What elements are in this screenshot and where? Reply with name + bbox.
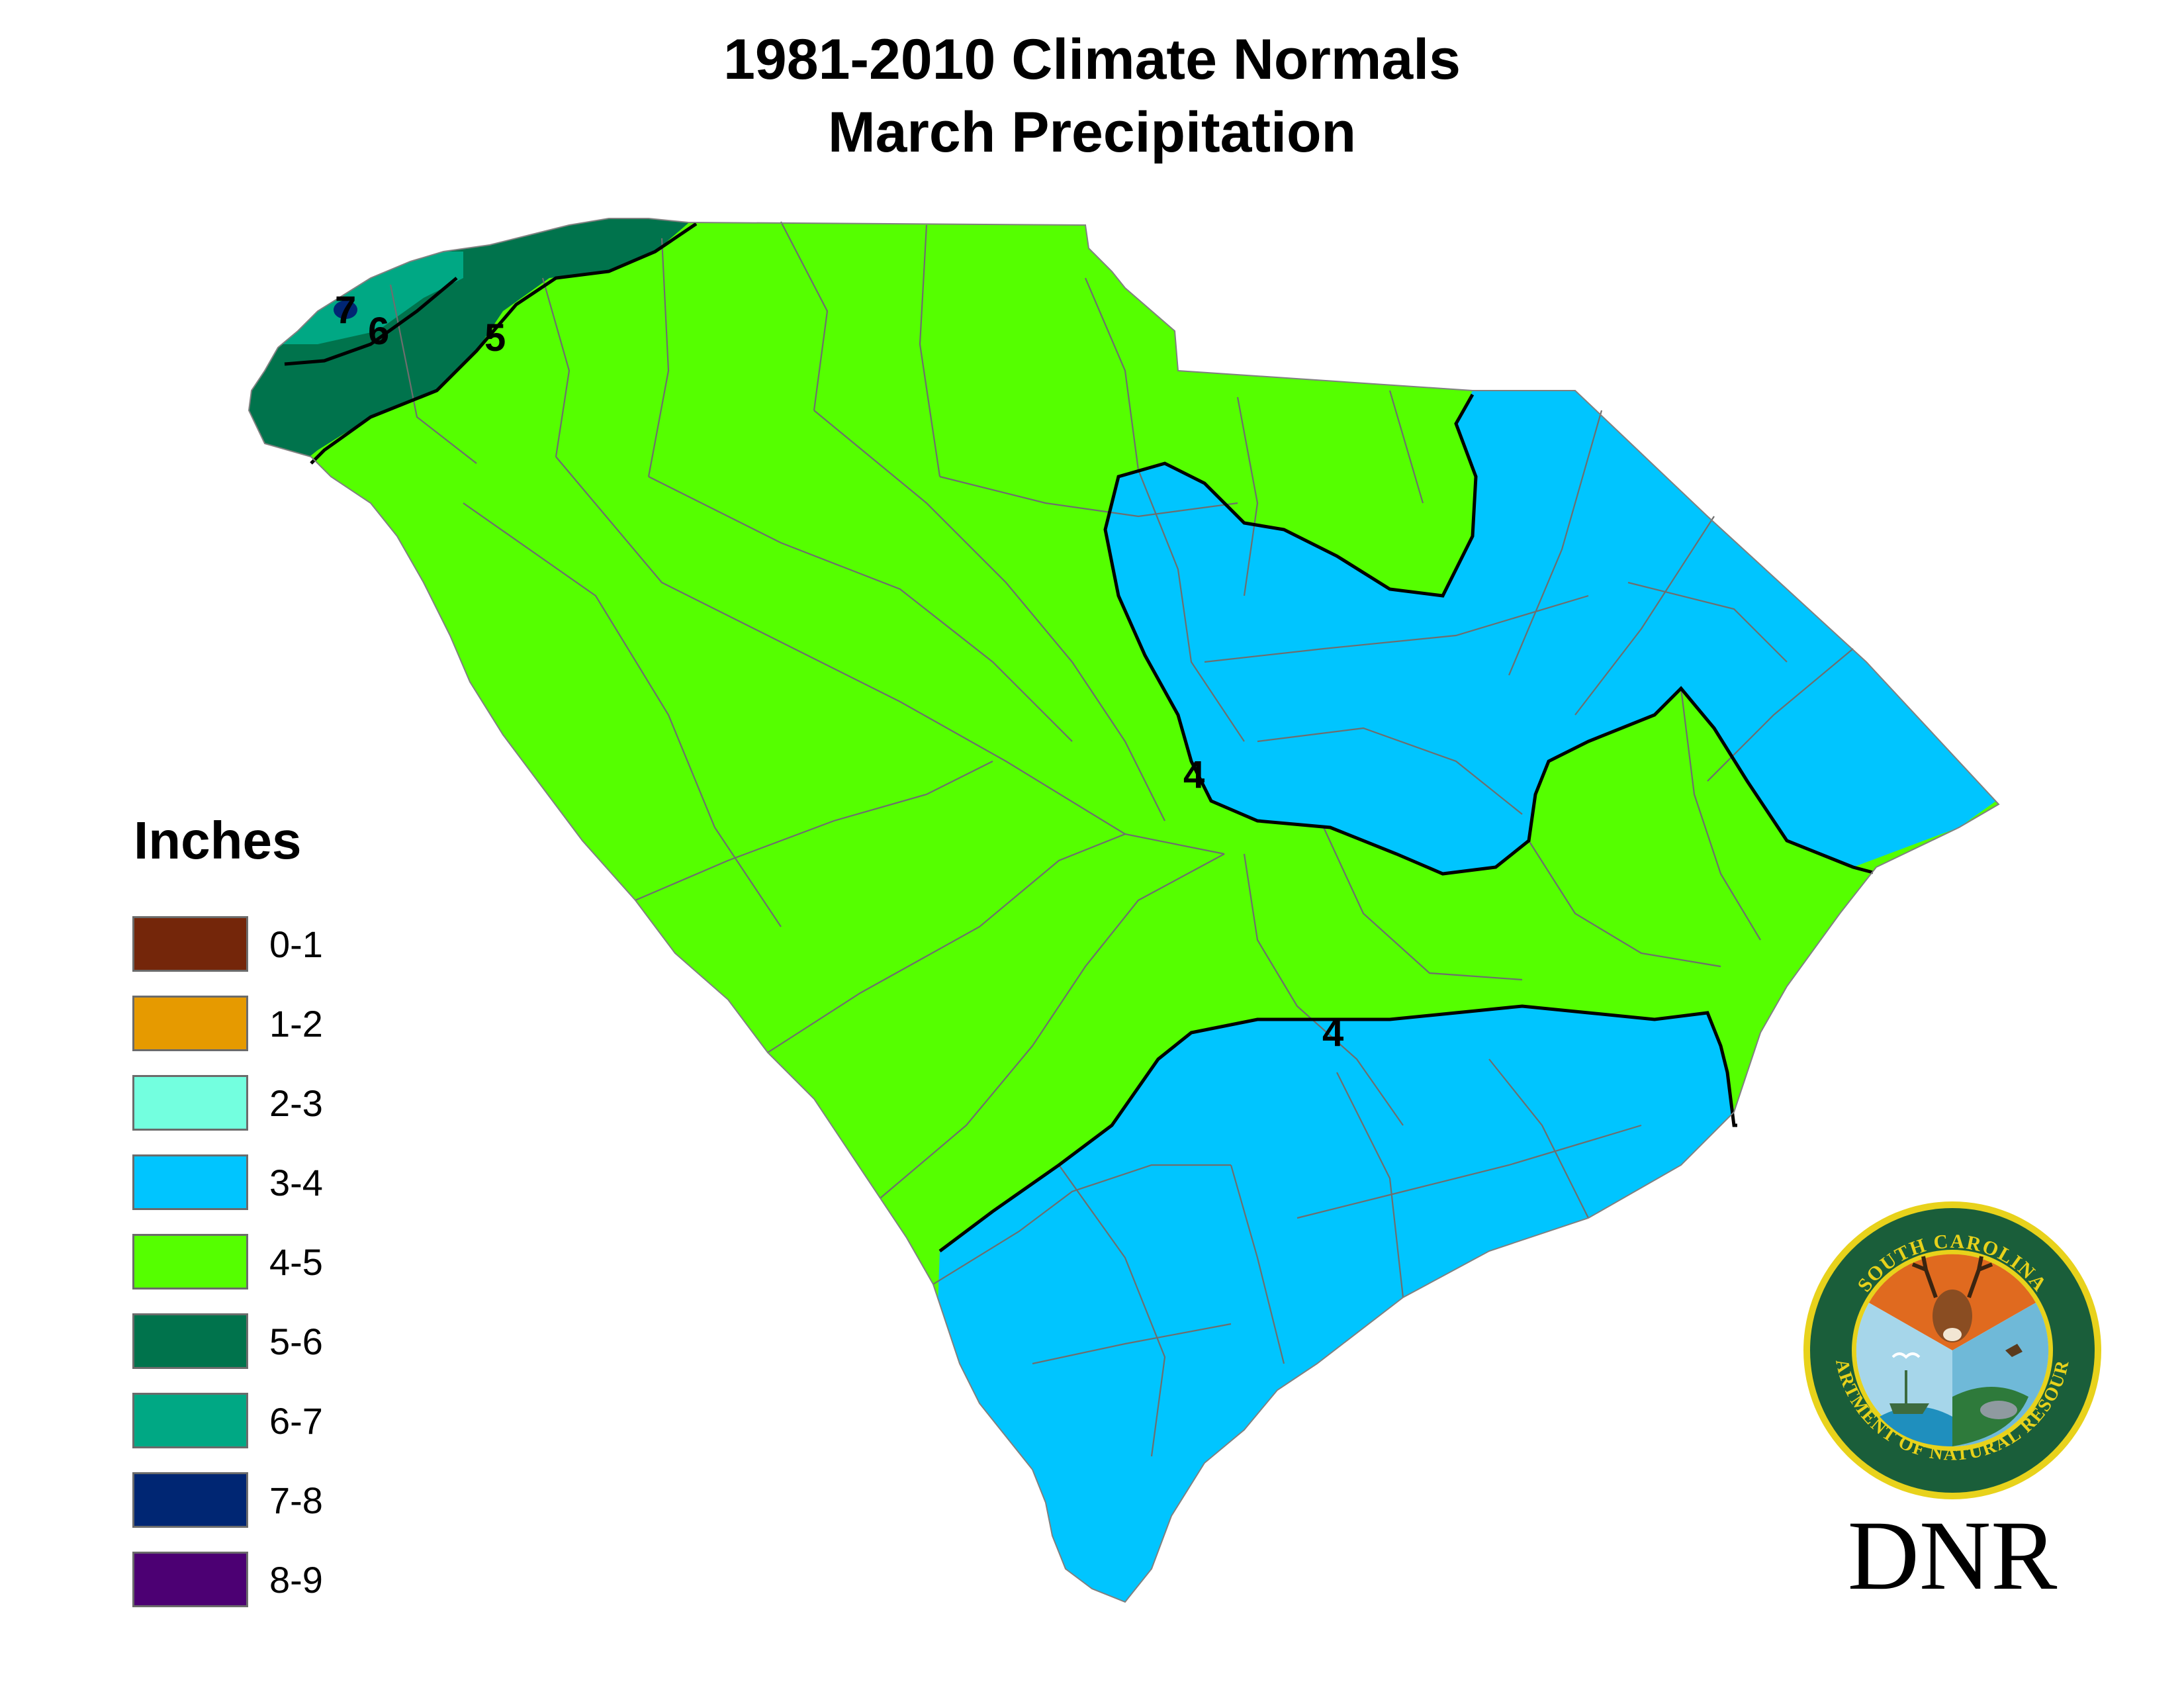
map-title-line-1: 1981-2010 Climate Normals (723, 28, 1461, 91)
contour-line-4-pee-dee (1103, 393, 1874, 876)
legend-items: 0-1 1-2 2-3 3-4 4-5 5-6 6-7 7-8 8-9 (132, 904, 323, 1619)
legend-label: 6-7 (269, 1399, 323, 1442)
legend-item: 0-1 (132, 904, 323, 984)
legend-swatch (132, 1393, 248, 1448)
legend-item: 8-9 (132, 1540, 323, 1619)
contour-line-6 (284, 277, 458, 366)
legend-title: Inches (134, 811, 302, 870)
zone-3-4-inches-lowcountry (927, 1006, 1734, 1602)
state-outline (248, 218, 2000, 1603)
legend-swatch (132, 1154, 248, 1210)
legend-label: 7-8 (269, 1479, 323, 1521)
contour-label-5: 5 (484, 316, 506, 359)
legend-swatch (132, 1075, 248, 1131)
legend-label: 8-9 (269, 1558, 323, 1601)
legend-swatch (132, 1552, 248, 1607)
contour-label-4-lowcountry: 4 (1322, 1011, 1343, 1055)
scdnr-seal-logo: SOUTH CAROLINA DEPARTMENT OF NATURAL RES… (1800, 1198, 2101, 1499)
county-boundaries (389, 221, 1854, 1457)
contour-label-7: 7 (335, 289, 356, 332)
legend-swatch (132, 1313, 248, 1369)
dnr-wordmark: DNR (1847, 1501, 2058, 1611)
contour-label-6: 6 (368, 310, 389, 353)
contour-lines (284, 222, 1874, 1252)
contour-label-4-pee-dee: 4 (1183, 753, 1205, 796)
legend-swatch (132, 1234, 248, 1289)
legend-item: 1-2 (132, 984, 323, 1063)
legend-item: 7-8 (132, 1460, 323, 1540)
contour-line-5 (310, 222, 698, 465)
legend-label: 2-3 (269, 1082, 323, 1124)
legend-label: 1-2 (269, 1002, 323, 1045)
legend-swatch (132, 996, 248, 1051)
legend-item: 2-3 (132, 1063, 323, 1143)
legend-label: 5-6 (269, 1320, 323, 1362)
zone-7-8-inches (334, 301, 357, 319)
legend-label: 0-1 (269, 923, 323, 965)
legend-item: 3-4 (132, 1143, 323, 1222)
legend-label: 4-5 (269, 1241, 323, 1283)
legend-item: 4-5 (132, 1222, 323, 1301)
legend-item: 5-6 (132, 1301, 323, 1381)
legend-swatch (132, 916, 248, 972)
legend-item: 6-7 (132, 1381, 323, 1460)
legend-swatch (132, 1472, 248, 1528)
contour-line-4-lowcountry (938, 1004, 1737, 1252)
legend-label: 3-4 (269, 1161, 323, 1203)
map-title-line-2: March Precipitation (827, 101, 1357, 164)
legend: Inches 0-1 1-2 2-3 3-4 4-5 5-6 6-7 7-8 8-9 (132, 808, 323, 1619)
